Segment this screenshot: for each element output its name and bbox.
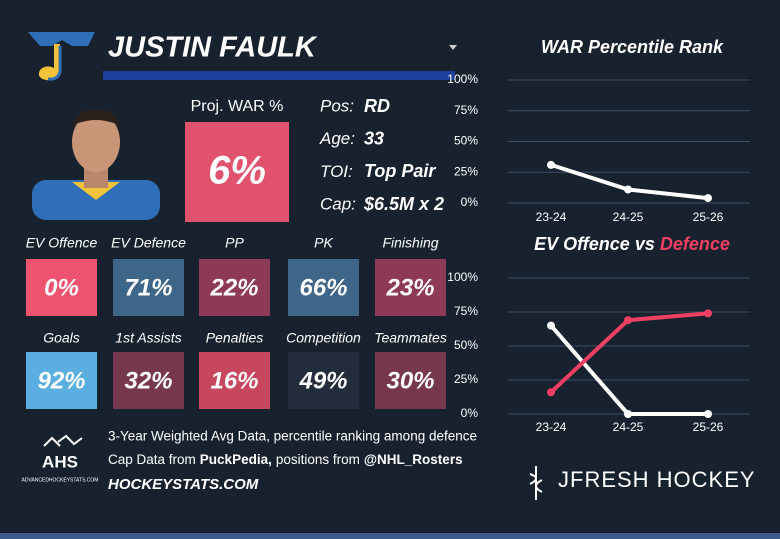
site: HOCKEYSTATS.COM: [108, 476, 259, 493]
name-bar: [103, 71, 455, 80]
stat-box: [375, 352, 446, 409]
title-part: WAR Percentile Rank: [541, 37, 724, 57]
stat-value: 16%: [210, 367, 258, 394]
proj-value: 6%: [208, 149, 266, 193]
chart-title: WAR Percentile Rank: [541, 37, 724, 57]
stat-value: 0%: [44, 274, 79, 301]
stat-box: [113, 259, 184, 316]
x-tick-label: 25-26: [693, 210, 724, 224]
note-line: Cap Data from PuckPedia, positions from @NH…: [108, 452, 463, 467]
chart-title: EV Offence vs Defence: [534, 234, 730, 254]
stat-value: 32%: [124, 367, 172, 394]
point: [624, 316, 632, 325]
y-tick-label: 50%: [454, 134, 478, 148]
title-part: EV Offence vs: [534, 234, 655, 254]
stat-label: Goals: [43, 330, 80, 346]
stat-value: 71%: [124, 274, 172, 301]
title-part: Defence: [660, 234, 730, 254]
team-logo: [28, 32, 95, 81]
ahs-subtext: ADVANCEDHOCKEYSTATS.COM: [22, 477, 99, 483]
stat-label: EV Offence: [26, 235, 98, 251]
stat-box: [26, 259, 97, 316]
point: [624, 410, 632, 418]
stat-label: Penalties: [206, 330, 264, 346]
y-tick-label: 0%: [461, 195, 479, 209]
stat-box: [375, 259, 446, 316]
x-tick-label: 24-25: [613, 210, 644, 224]
y-tick-label: 25%: [454, 372, 478, 386]
stat-box: [288, 352, 359, 409]
bottom-strip: [0, 533, 780, 539]
stat-box: [199, 259, 270, 316]
bio-label: TOI:: [320, 162, 353, 181]
point: [547, 388, 555, 397]
bio-value: RD: [364, 96, 390, 116]
x-tick-label: 23-24: [536, 210, 567, 224]
stat-value: 92%: [37, 367, 85, 394]
note-line: 3-Year Weighted Avg Data, percentile ran…: [108, 429, 477, 444]
stat-value: 30%: [386, 367, 434, 394]
note-part: Cap Data from: [108, 452, 196, 467]
stat-label: PK: [314, 235, 333, 251]
player-photo: [32, 109, 160, 220]
stat-value: 49%: [298, 367, 347, 394]
stat-label: Competition: [286, 330, 361, 346]
point: [704, 194, 712, 203]
stat-label: PP: [225, 235, 244, 251]
bio-value: 33: [364, 128, 384, 148]
point: [547, 321, 555, 330]
brand: JFRESH HOCKEY: [558, 467, 756, 492]
stat-box: [199, 352, 270, 409]
stat-box: [288, 259, 359, 316]
point: [704, 410, 712, 418]
stat-value: 66%: [299, 274, 347, 301]
dropdown-arrow[interactable]: [449, 45, 457, 50]
bio-label: Cap:: [320, 195, 356, 214]
bio-value: Top Pair: [364, 161, 436, 181]
point: [547, 160, 555, 169]
x-tick-label: 23-24: [536, 420, 567, 434]
ahs-logo: [43, 434, 83, 447]
stat-box: [26, 352, 97, 409]
brand-icon: [529, 466, 543, 500]
stat-label: Teammates: [374, 330, 447, 346]
bio-label: Pos:: [320, 96, 354, 115]
player-name: JUSTIN FAULK: [108, 32, 318, 64]
ahs-text: AHS: [42, 452, 78, 471]
stat-value: 22%: [209, 274, 258, 301]
bio-value: $6.5M x 2: [363, 194, 444, 214]
y-tick-label: 0%: [461, 406, 479, 420]
point: [624, 185, 632, 194]
stat-label: 1st Assists: [115, 330, 181, 346]
note-part: positions from: [276, 452, 360, 467]
y-tick-label: 75%: [454, 103, 478, 117]
note-part: PuckPedia,: [200, 452, 272, 467]
stat-value: 23%: [385, 274, 434, 301]
x-tick-label: 25-26: [693, 420, 724, 434]
y-tick-label: 50%: [454, 338, 478, 352]
y-tick-label: 100%: [447, 270, 478, 284]
proj-label: Proj. WAR %: [191, 98, 284, 115]
stat-label: EV Defence: [111, 235, 186, 251]
stat-label: Finishing: [382, 235, 438, 251]
point: [704, 309, 712, 318]
y-tick-label: 25%: [454, 164, 478, 178]
proj-box: [185, 122, 289, 222]
y-tick-label: 75%: [454, 304, 478, 318]
note-part: @NHL_Rosters: [364, 452, 463, 467]
stat-box: [113, 352, 184, 409]
y-tick-label: 100%: [447, 72, 478, 86]
x-tick-label: 24-25: [613, 420, 644, 434]
bio-label: Age:: [319, 129, 355, 148]
